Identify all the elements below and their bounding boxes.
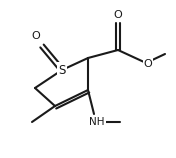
Text: S: S <box>58 64 66 76</box>
Text: O: O <box>32 31 40 41</box>
Text: O: O <box>114 10 122 20</box>
Text: NH: NH <box>89 117 105 127</box>
Text: O: O <box>144 59 152 69</box>
